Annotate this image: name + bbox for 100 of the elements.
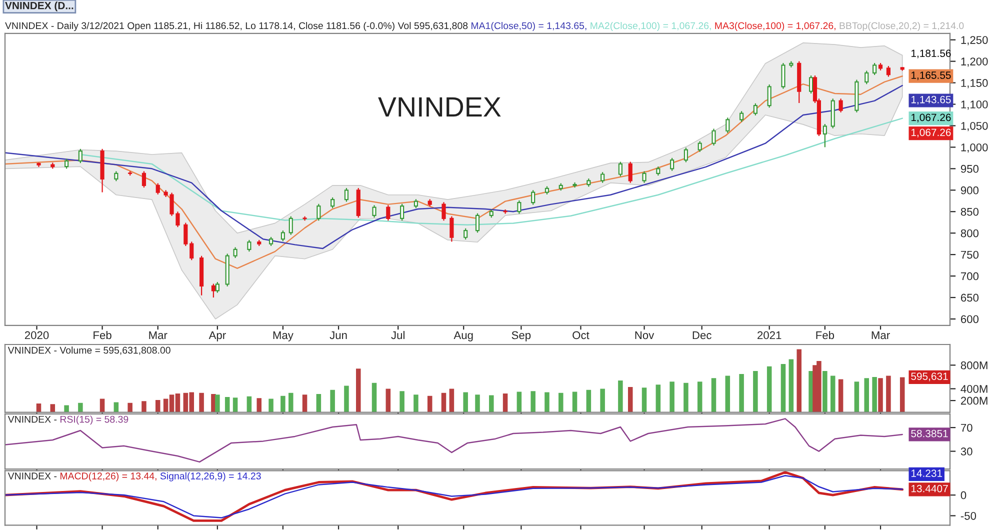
x-tick-label: Mar — [149, 331, 168, 340]
candlestick — [247, 239, 252, 252]
bar — [288, 392, 294, 412]
bar — [886, 376, 891, 412]
bar — [830, 376, 836, 412]
candlestick — [698, 140, 702, 152]
bar — [753, 371, 758, 412]
candlestick — [464, 228, 468, 240]
candlestick — [288, 216, 293, 236]
data-label: 13.4407 — [911, 484, 948, 492]
data-label: 14.231 — [911, 470, 942, 477]
y-tick-label: 1,200 — [961, 58, 988, 67]
bar — [628, 386, 633, 412]
candlestick — [712, 128, 716, 146]
candlestick — [386, 204, 390, 222]
text: MA3(Close,100) = 1,067.26, — [715, 22, 836, 32]
bar — [268, 398, 274, 412]
candlestick — [414, 198, 418, 209]
candlestick — [670, 157, 674, 172]
candlestick — [330, 196, 335, 209]
y-tick-label: 800M — [960, 361, 988, 370]
bar — [280, 396, 286, 412]
candlestick — [233, 246, 238, 259]
bar — [878, 378, 883, 412]
bar — [232, 398, 238, 412]
x-tick-label: Mar — [872, 331, 890, 340]
text: VNINDEX (D... — [5, 2, 74, 12]
y-tick-label: 850 — [960, 208, 979, 216]
candlestick — [628, 161, 632, 184]
bar — [854, 382, 860, 412]
candlestick — [344, 187, 349, 202]
x-tick-label: Nov — [635, 331, 654, 340]
bar — [36, 403, 42, 412]
candlestick — [475, 212, 480, 234]
line-series — [80, 118, 903, 226]
bar — [796, 349, 802, 412]
candlestick — [684, 147, 688, 163]
bar — [330, 390, 335, 412]
candlestick — [400, 203, 404, 222]
candlestick — [184, 222, 188, 247]
x-tick-label: Aug — [454, 331, 473, 342]
candlestick — [864, 70, 869, 85]
y-tick-label: 30 — [960, 448, 972, 456]
candlestick — [215, 281, 220, 294]
x-tick-label: Oct — [572, 331, 590, 340]
bar — [725, 376, 730, 412]
x-tick-label: Feb — [816, 330, 834, 340]
x-tick-label: Jul — [391, 330, 404, 340]
bar — [586, 390, 592, 412]
bar — [684, 382, 688, 412]
bar — [302, 394, 308, 412]
bar — [449, 388, 454, 412]
candlestick — [740, 110, 744, 122]
bar — [441, 392, 446, 412]
y-tick-label: 700 — [960, 272, 979, 280]
candlestick — [767, 84, 772, 108]
bar — [199, 392, 204, 412]
x-tick-label: 2021 — [758, 331, 782, 340]
candlestick — [838, 98, 843, 113]
bar — [215, 394, 220, 412]
candlestick — [753, 102, 758, 116]
candlestick — [156, 182, 160, 195]
candlestick — [503, 208, 508, 214]
bar — [864, 378, 869, 412]
bar — [128, 402, 132, 412]
bar — [838, 379, 844, 412]
bar — [246, 396, 252, 412]
data-label: 1,143.65 — [911, 96, 951, 105]
bar — [766, 366, 772, 412]
bar — [656, 384, 661, 412]
bar — [100, 398, 105, 412]
candlestick — [114, 170, 118, 182]
chart-title: VNINDEX - Volume = 595,631,808.00 — [8, 346, 170, 355]
bar — [489, 395, 494, 412]
candlestick — [280, 230, 285, 242]
x-tick-label: 2020 — [24, 331, 49, 340]
x-tick-label: Dec — [692, 331, 712, 340]
x-tick-label: Jun — [330, 331, 347, 340]
bar — [256, 398, 262, 412]
candlestick — [600, 172, 605, 184]
bar — [780, 364, 786, 412]
y-tick-label: 1,150 — [961, 79, 988, 88]
bar — [78, 402, 83, 412]
candlestick — [808, 74, 814, 94]
bar — [386, 388, 391, 412]
candlestick — [450, 216, 454, 242]
bar — [414, 394, 418, 412]
bar — [572, 392, 578, 412]
y-tick-label: 900 — [960, 186, 979, 194]
chart-title: VNINDEX - Daily 3/12/2021 Open 1185.21, Hi 1186.52, Lo 1178.14, Close 1181.56 (-0.0%) Vol 595,631,808 — [5, 22, 468, 32]
candlestick — [872, 62, 877, 76]
x-tick-label: May — [273, 331, 294, 342]
bar — [427, 396, 432, 412]
y-tick-label: 600 — [960, 315, 979, 324]
y-tick-label: 800 — [960, 229, 979, 238]
candlestick — [316, 203, 321, 222]
y-tick-label: 200M — [960, 396, 988, 405]
y-tick-label: 750 — [960, 250, 979, 259]
bar — [558, 392, 564, 412]
candlestick — [78, 148, 82, 164]
